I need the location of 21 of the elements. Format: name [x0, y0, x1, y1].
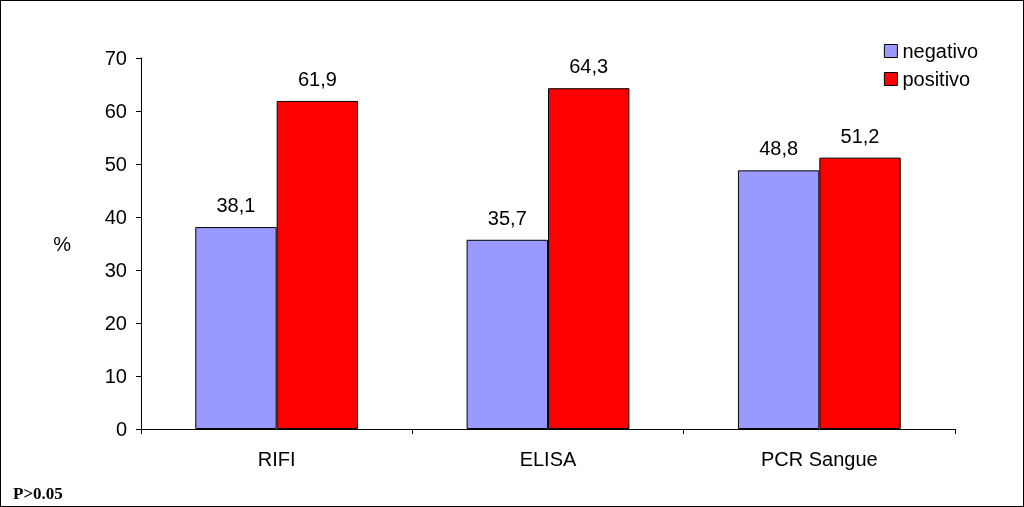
y-tick-label: 40 [104, 206, 127, 228]
x-tick-label: ELISA [519, 448, 578, 470]
legend-label: positivo [902, 68, 971, 90]
y-axis-title: % [53, 232, 72, 255]
y-tick-label: 10 [104, 365, 127, 387]
x-tick-label: RIFI [257, 448, 296, 470]
y-tick-label: 0 [115, 418, 127, 440]
data-label: 35,7 [487, 206, 527, 229]
data-label: 38,1 [216, 194, 256, 217]
data-label: 48,8 [759, 137, 799, 160]
legend-label: negativo [902, 40, 979, 62]
x-tick-label: PCR Sangue [760, 448, 878, 470]
data-label: 64,3 [569, 55, 609, 78]
y-tick-label: 60 [104, 100, 127, 122]
data-label: 51,2 [840, 124, 880, 147]
data-label: 61,9 [297, 67, 337, 90]
y-tick-label: 20 [104, 312, 127, 334]
y-tick-label: 70 [104, 47, 127, 69]
y-tick-label: 50 [104, 153, 127, 175]
text: P>0.05 [13, 484, 63, 503]
y-tick-label: 30 [104, 259, 127, 281]
